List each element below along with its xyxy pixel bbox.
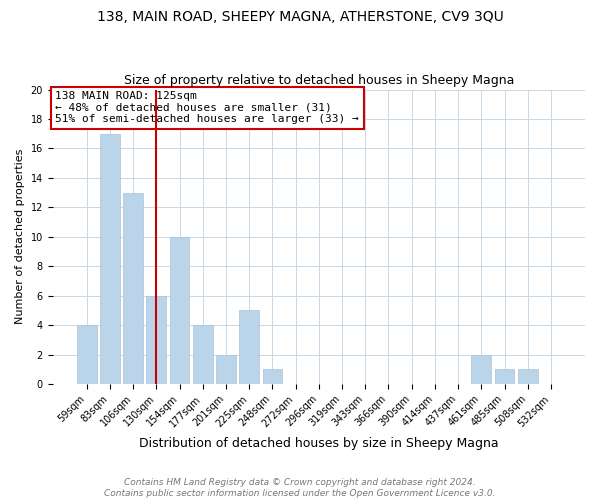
- Title: Size of property relative to detached houses in Sheepy Magna: Size of property relative to detached ho…: [124, 74, 514, 87]
- Bar: [263, 369, 282, 384]
- Bar: [472, 354, 491, 384]
- Bar: [193, 325, 212, 384]
- Text: 138, MAIN ROAD, SHEEPY MAGNA, ATHERSTONE, CV9 3QU: 138, MAIN ROAD, SHEEPY MAGNA, ATHERSTONE…: [97, 10, 503, 24]
- Bar: [239, 310, 259, 384]
- Bar: [170, 236, 190, 384]
- Bar: [518, 369, 538, 384]
- Bar: [494, 369, 514, 384]
- Bar: [100, 134, 120, 384]
- Text: 138 MAIN ROAD: 125sqm
← 48% of detached houses are smaller (31)
51% of semi-deta: 138 MAIN ROAD: 125sqm ← 48% of detached …: [55, 91, 359, 124]
- Bar: [146, 296, 166, 384]
- Bar: [216, 354, 236, 384]
- X-axis label: Distribution of detached houses by size in Sheepy Magna: Distribution of detached houses by size …: [139, 437, 499, 450]
- Bar: [123, 192, 143, 384]
- Text: Contains HM Land Registry data © Crown copyright and database right 2024.
Contai: Contains HM Land Registry data © Crown c…: [104, 478, 496, 498]
- Bar: [77, 325, 97, 384]
- Y-axis label: Number of detached properties: Number of detached properties: [15, 149, 25, 324]
